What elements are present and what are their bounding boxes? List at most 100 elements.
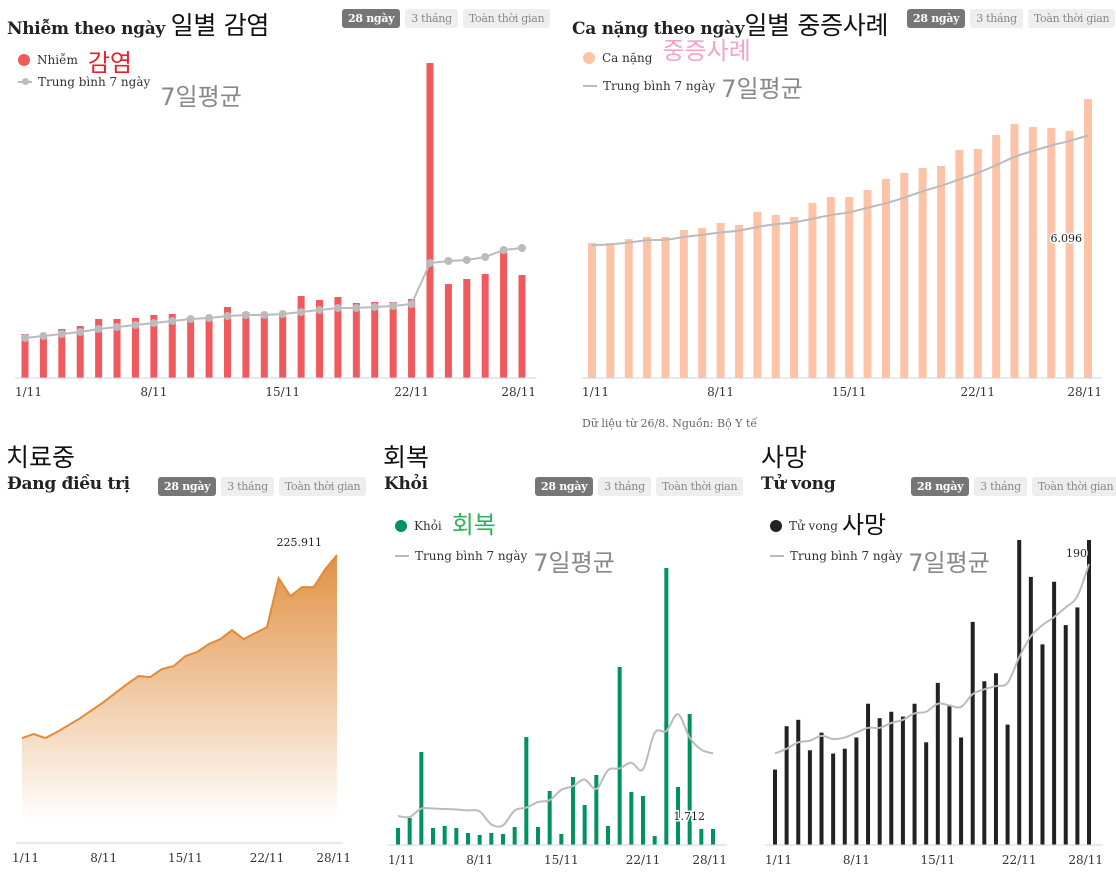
- bar[interactable]: [982, 681, 987, 845]
- bar[interactable]: [223, 307, 231, 378]
- range-3-months-button[interactable]: 3 tháng: [221, 477, 274, 496]
- bar[interactable]: [582, 805, 587, 845]
- bar[interactable]: [1040, 644, 1045, 845]
- bar[interactable]: [771, 214, 780, 378]
- bar[interactable]: [571, 777, 575, 845]
- bar[interactable]: [993, 673, 998, 845]
- bar[interactable]: [1028, 576, 1033, 845]
- bar[interactable]: [863, 189, 872, 378]
- bar[interactable]: [426, 63, 434, 378]
- bar[interactable]: [466, 833, 470, 845]
- bar[interactable]: [1087, 540, 1091, 845]
- bar[interactable]: [95, 319, 103, 378]
- bar[interactable]: [826, 196, 835, 378]
- bar[interactable]: [352, 303, 360, 378]
- bar[interactable]: [881, 179, 890, 378]
- bar[interactable]: [1010, 123, 1019, 379]
- bar[interactable]: [187, 318, 195, 378]
- bar[interactable]: [131, 318, 139, 378]
- bar[interactable]: [842, 748, 847, 845]
- bar[interactable]: [463, 279, 471, 378]
- bar[interactable]: [389, 302, 397, 378]
- bar[interactable]: [676, 787, 680, 845]
- bar[interactable]: [594, 775, 599, 845]
- bar[interactable]: [524, 737, 529, 845]
- bar[interactable]: [937, 166, 946, 378]
- bar[interactable]: [831, 753, 836, 846]
- bar[interactable]: [699, 829, 704, 845]
- range-3-months-button[interactable]: 3 tháng: [405, 9, 458, 28]
- bar[interactable]: [854, 737, 859, 845]
- bar[interactable]: [918, 167, 927, 378]
- range-3-months-button[interactable]: 3 tháng: [974, 477, 1027, 496]
- bar[interactable]: [970, 621, 975, 845]
- bar[interactable]: [877, 718, 882, 845]
- bar[interactable]: [419, 752, 424, 845]
- bar[interactable]: [500, 249, 508, 378]
- bar[interactable]: [518, 275, 526, 378]
- bar[interactable]: [1063, 625, 1068, 845]
- range-all-time-button[interactable]: Toàn thời gian: [1027, 9, 1116, 28]
- bar[interactable]: [444, 284, 452, 378]
- bar[interactable]: [643, 236, 652, 378]
- bar[interactable]: [1065, 130, 1074, 378]
- bar[interactable]: [76, 326, 84, 378]
- bar[interactable]: [664, 568, 669, 845]
- range-3-months-button[interactable]: 3 tháng: [598, 477, 651, 496]
- bar[interactable]: [21, 334, 29, 378]
- bar[interactable]: [501, 834, 505, 845]
- bar[interactable]: [866, 703, 871, 845]
- bar[interactable]: [641, 796, 645, 845]
- bar[interactable]: [629, 792, 634, 845]
- bar[interactable]: [477, 835, 482, 845]
- bar[interactable]: [992, 134, 1001, 378]
- bar[interactable]: [687, 714, 692, 845]
- bar[interactable]: [955, 149, 964, 378]
- bar[interactable]: [947, 705, 952, 845]
- range-3-months-button[interactable]: 3 tháng: [970, 9, 1023, 28]
- bar[interactable]: [407, 818, 412, 845]
- bar[interactable]: [624, 239, 633, 378]
- bar[interactable]: [260, 313, 268, 378]
- legend-item-severe[interactable]: Ca nặng 중증사례: [583, 37, 803, 70]
- range-all-time-button[interactable]: Toàn thời gian: [1031, 477, 1116, 496]
- bar[interactable]: [279, 313, 287, 378]
- bar[interactable]: [408, 299, 416, 378]
- bar[interactable]: [588, 242, 596, 378]
- range-all-time-button[interactable]: Toàn thời gian: [278, 477, 367, 496]
- bar[interactable]: [617, 667, 622, 845]
- bar[interactable]: [1075, 607, 1080, 845]
- legend-item-7day-avg[interactable]: Trung bình 7 ngày 7일평균: [395, 544, 615, 577]
- bar[interactable]: [807, 750, 812, 845]
- bar[interactable]: [512, 827, 517, 845]
- bar[interactable]: [935, 682, 940, 845]
- bar[interactable]: [796, 719, 801, 845]
- legend-item-7day-avg[interactable]: Trung bình 7 ngày 7일평균: [18, 70, 242, 111]
- legend-item-7day-avg[interactable]: Trung bình 7 ngày 7일평균: [770, 544, 990, 577]
- bar[interactable]: [773, 769, 777, 845]
- range-all-time-button[interactable]: Toàn thời gian: [655, 477, 744, 496]
- bar[interactable]: [334, 297, 342, 378]
- bar[interactable]: [297, 296, 305, 378]
- bar[interactable]: [547, 791, 552, 845]
- legend-item-infections[interactable]: Nhiễm 감염: [18, 48, 242, 77]
- bar[interactable]: [454, 828, 459, 845]
- bar[interactable]: [481, 274, 489, 378]
- bar[interactable]: [113, 319, 121, 378]
- bar[interactable]: [1017, 540, 1022, 845]
- range-all-time-button[interactable]: Toàn thời gian: [462, 9, 551, 28]
- bar[interactable]: [784, 726, 789, 845]
- bar[interactable]: [753, 212, 762, 378]
- legend-item-deaths[interactable]: Tử vong 사망: [770, 511, 990, 539]
- bar[interactable]: [371, 302, 379, 378]
- bar[interactable]: [698, 227, 707, 378]
- range-28-days-button[interactable]: 28 ngày: [158, 477, 217, 496]
- bar[interactable]: [58, 329, 66, 378]
- bar[interactable]: [489, 833, 494, 845]
- bar[interactable]: [150, 315, 158, 378]
- bar[interactable]: [1005, 724, 1010, 845]
- bar[interactable]: [431, 828, 435, 845]
- bar[interactable]: [924, 742, 929, 845]
- range-28-days-button[interactable]: 28 ngày: [535, 477, 594, 496]
- bar[interactable]: [242, 312, 250, 378]
